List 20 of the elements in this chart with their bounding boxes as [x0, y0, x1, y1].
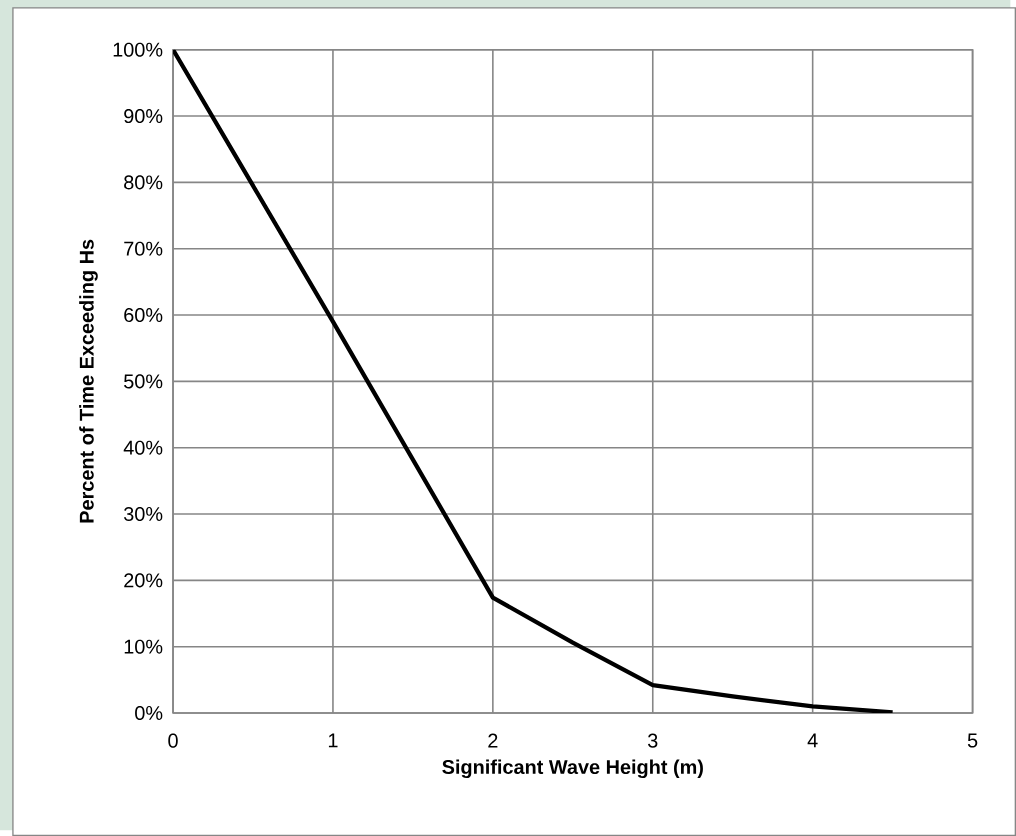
y-tick-label: 70% — [124, 241, 163, 256]
y-tick-label: 100% — [113, 42, 163, 57]
y-axis-title: Percent of Time Exceeding Hs — [79, 239, 98, 523]
y-tick-label: 10% — [124, 639, 163, 654]
x-tick-label: 5 — [967, 733, 978, 748]
line-series — [173, 49, 895, 713]
y-tick-label: 50% — [124, 374, 163, 389]
y-tick-label: 30% — [123, 506, 163, 522]
y-tick-label: 40% — [123, 440, 163, 455]
y-tick-label: 20% — [124, 573, 163, 588]
x-tick-label: 4 — [807, 733, 818, 748]
x-axis-title: Significant Wave Height (m) — [442, 759, 703, 779]
y-tick-label: 60% — [124, 307, 163, 323]
x-tick-label: 2 — [488, 733, 498, 748]
x-tick-label: 0 — [168, 733, 178, 748]
y-tick-label: 80% — [124, 175, 163, 190]
y-tick-label: 90% — [124, 108, 163, 124]
y-tick-label: 0% — [135, 705, 163, 721]
x-tick-label: 1 — [328, 733, 338, 748]
x-tick-label: 3 — [647, 733, 658, 748]
